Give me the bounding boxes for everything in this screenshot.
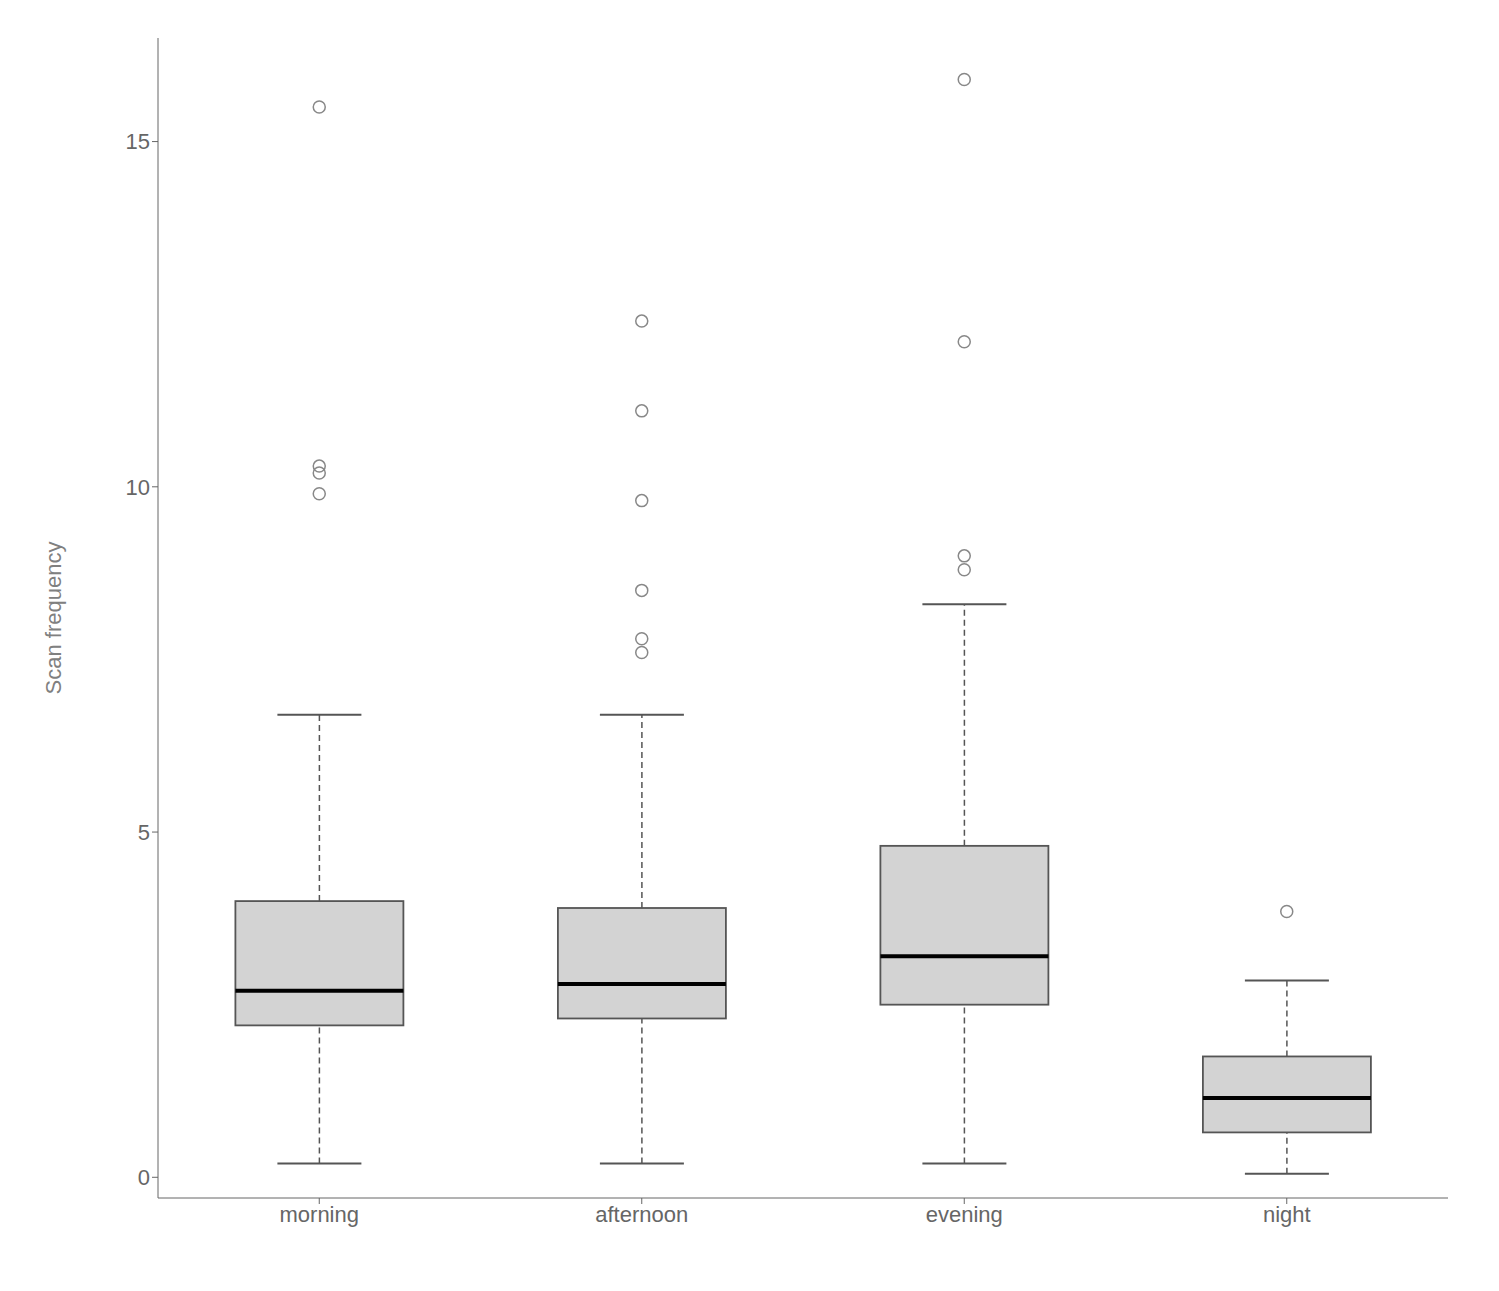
svg-text:night: night	[1263, 1202, 1311, 1227]
svg-text:15: 15	[126, 129, 150, 154]
svg-text:0: 0	[138, 1165, 150, 1190]
svg-text:morning: morning	[280, 1202, 359, 1227]
svg-text:afternoon: afternoon	[595, 1202, 688, 1227]
svg-text:10: 10	[126, 475, 150, 500]
svg-text:Scan frequency: Scan frequency	[41, 542, 66, 695]
svg-text:evening: evening	[926, 1202, 1003, 1227]
svg-text:5: 5	[138, 820, 150, 845]
